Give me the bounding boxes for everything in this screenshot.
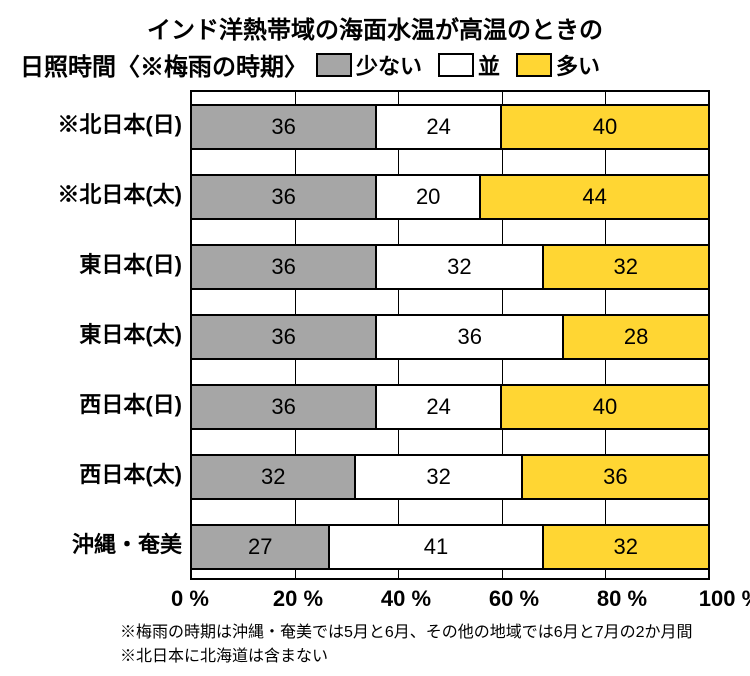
bar-segment: 32 xyxy=(190,454,356,500)
bar-segment: 36 xyxy=(190,104,377,150)
legend-label: 少ない xyxy=(356,49,422,81)
bar-segment: 36 xyxy=(523,454,710,500)
x-axis-tick: 0 % xyxy=(171,586,209,612)
bar-segment: 24 xyxy=(377,104,502,150)
bar-value: 32 xyxy=(447,254,471,280)
bar-value: 41 xyxy=(424,534,448,560)
legend-item: 少ない xyxy=(316,49,422,81)
bar-value: 36 xyxy=(271,184,295,210)
bar: 32 32 36 xyxy=(190,454,710,500)
y-axis-label: 西日本(太) xyxy=(20,440,190,510)
bar-segment: 32 xyxy=(356,454,522,500)
bar-value: 36 xyxy=(458,324,482,350)
bar: 36 24 40 xyxy=(190,104,710,150)
bar-value: 28 xyxy=(624,324,648,350)
bar-value: 24 xyxy=(426,394,450,420)
x-axis-ticks: 0 %20 %40 %60 %80 %100 % xyxy=(190,580,730,614)
bar: 27 41 32 xyxy=(190,524,710,570)
plot-area: 36 24 40 36 20 44 36 32 32 36 36 28 36 24 40 32 32 36 27 41… xyxy=(190,90,710,580)
bar-segment: 44 xyxy=(481,174,710,220)
y-axis-label: 沖縄・奄美 xyxy=(20,510,190,580)
bar-value: 20 xyxy=(416,184,440,210)
bar-value: 40 xyxy=(593,394,617,420)
y-axis-label: 西日本(日) xyxy=(20,370,190,440)
bar-value: 32 xyxy=(614,254,638,280)
bar-value: 36 xyxy=(271,394,295,420)
bar-value: 36 xyxy=(271,114,295,140)
bar-segment: 32 xyxy=(377,244,543,290)
bar: 36 24 40 xyxy=(190,384,710,430)
x-axis-tick: 20 % xyxy=(273,586,323,612)
chart-subtitle: 日照時間〈※梅雨の時期〉 xyxy=(20,47,308,82)
legend: 少ない 並 多い xyxy=(316,49,616,81)
chart-title-legend-row: 日照時間〈※梅雨の時期〉 少ない 並 多い xyxy=(20,47,730,82)
y-axis-label: 東日本(太) xyxy=(20,300,190,370)
bar-segment: 27 xyxy=(190,524,330,570)
bar-segment: 36 xyxy=(190,314,377,360)
bar-value: 32 xyxy=(614,534,638,560)
bar-segment: 36 xyxy=(190,174,377,220)
legend-item: 並 xyxy=(438,49,500,81)
footnote: ※北日本に北海道は含まない xyxy=(120,642,730,666)
legend-swatch xyxy=(516,53,552,77)
footnotes: ※梅雨の時期は沖縄・奄美では5月と6月、その他の地域では6月と7月の2か月間※北… xyxy=(120,618,730,666)
bar-value: 36 xyxy=(271,324,295,350)
bar-segment: 40 xyxy=(502,104,710,150)
bar-segment: 36 xyxy=(377,314,564,360)
bar-segment: 32 xyxy=(544,244,710,290)
bar: 36 32 32 xyxy=(190,244,710,290)
bar-segment: 36 xyxy=(190,384,377,430)
chart: ※北日本(日)※北日本(太)東日本(日)東日本(太)西日本(日)西日本(太)沖縄… xyxy=(20,90,730,614)
bar: 36 36 28 xyxy=(190,314,710,360)
bar-segment: 40 xyxy=(502,384,710,430)
bar-value: 36 xyxy=(603,464,627,490)
bar-value: 27 xyxy=(248,534,272,560)
x-axis-tick: 80 % xyxy=(597,586,647,612)
bar-value: 44 xyxy=(582,184,606,210)
bar-segment: 20 xyxy=(377,174,481,220)
bar: 36 20 44 xyxy=(190,174,710,220)
chart-title-line1: インド洋熱帯域の海面水温が高温のときの xyxy=(20,10,730,45)
bar-value: 32 xyxy=(426,464,450,490)
bar-segment: 28 xyxy=(564,314,710,360)
x-axis-tick: 60 % xyxy=(489,586,539,612)
legend-label: 多い xyxy=(556,49,600,81)
bar-value: 24 xyxy=(426,114,450,140)
y-axis-label: ※北日本(太) xyxy=(20,160,190,230)
bar-segment: 41 xyxy=(330,524,543,570)
legend-label: 並 xyxy=(478,49,500,81)
bar-segment: 32 xyxy=(544,524,710,570)
bar-value: 36 xyxy=(271,254,295,280)
footnote: ※梅雨の時期は沖縄・奄美では5月と6月、その他の地域では6月と7月の2か月間 xyxy=(120,618,730,642)
y-axis-label: 東日本(日) xyxy=(20,230,190,300)
legend-swatch xyxy=(438,53,474,77)
x-axis: 0 %20 %40 %60 %80 %100 % xyxy=(20,580,730,614)
bar-segment: 36 xyxy=(190,244,377,290)
x-axis-tick: 100 % xyxy=(699,586,750,612)
x-axis-tick: 40 % xyxy=(381,586,431,612)
legend-swatch xyxy=(316,53,352,77)
bar-value: 40 xyxy=(593,114,617,140)
y-axis-label: ※北日本(日) xyxy=(20,90,190,160)
legend-item: 多い xyxy=(516,49,600,81)
bar-segment: 24 xyxy=(377,384,502,430)
bar-value: 32 xyxy=(261,464,285,490)
